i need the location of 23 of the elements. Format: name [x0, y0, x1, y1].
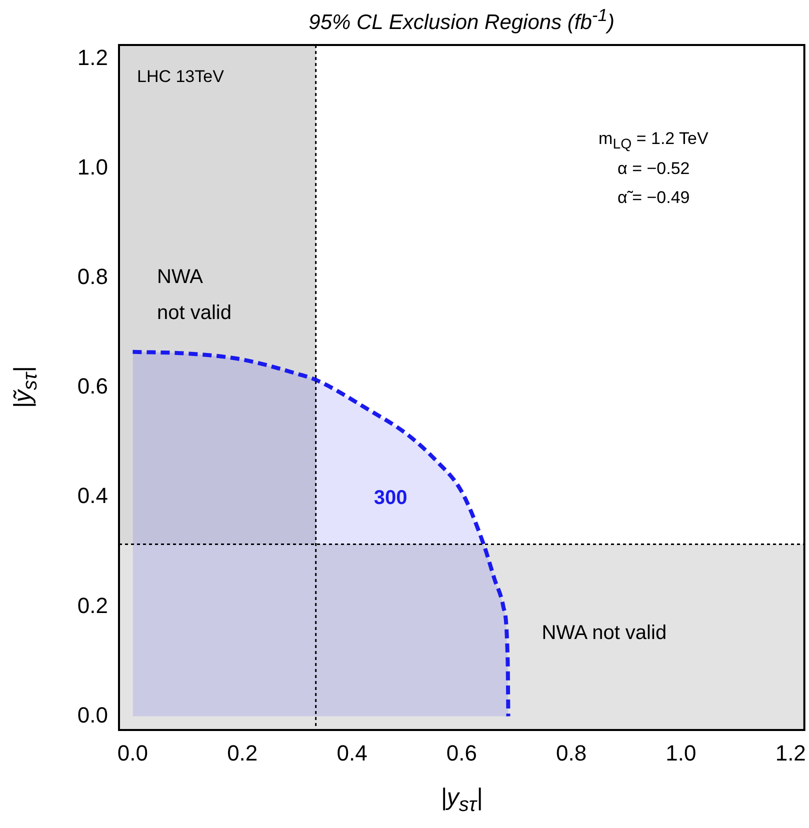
y-tick-label: 0.8	[77, 264, 108, 289]
y-tick-label: 1.0	[77, 154, 108, 180]
y-tick-label: 0.6	[77, 374, 108, 399]
y-tick-label: 0.0	[77, 702, 108, 728]
x-tick-label: 1.0	[666, 740, 696, 766]
annotation: m$_{LQ}$ = 1.2 TeV	[598, 128, 708, 152]
y-tick-label: 0.2	[77, 592, 108, 618]
x-axis-title: |y$_{sτ}$|	[440, 784, 483, 816]
annotation: α = −0.52	[618, 159, 690, 179]
y-tick-label: 1.2	[77, 44, 108, 70]
series-label: 300	[374, 487, 408, 510]
annotation: α̃ = −0.49	[618, 188, 690, 208]
band-label: NWA not valid	[542, 622, 667, 645]
x-tick-label: 0.0	[117, 740, 148, 766]
x-tick-label: 0.4	[336, 740, 368, 766]
annotation: LHC 13TeV	[137, 67, 224, 87]
x-tick-label: 0.6	[446, 740, 477, 766]
chart-title: 95% CL Exclusion Regions (fb$^{-1}$)	[308, 5, 614, 35]
x-tick-label: 1.2	[775, 740, 806, 766]
x-tick-label: 0.2	[227, 740, 258, 766]
x-tick-label: 0.8	[556, 740, 587, 766]
band-label: NWA not valid	[157, 266, 232, 326]
y-tick-label: 0.4	[77, 483, 108, 508]
